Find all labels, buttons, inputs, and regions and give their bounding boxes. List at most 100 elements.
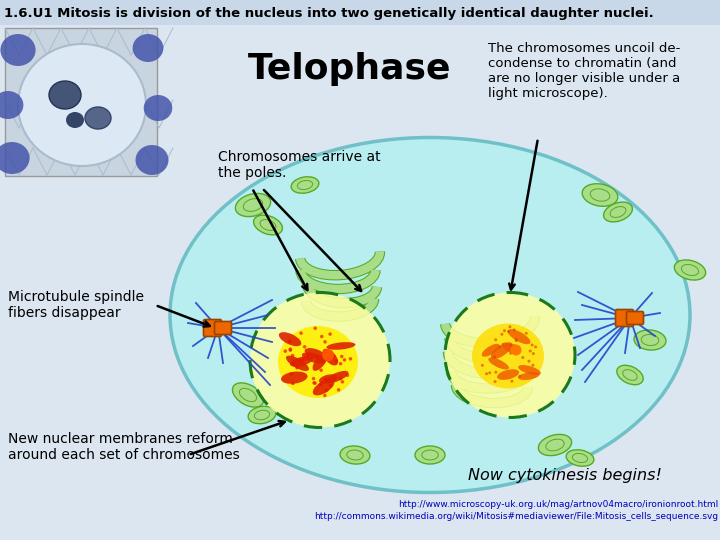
Ellipse shape [515,339,518,342]
Ellipse shape [302,353,325,363]
Ellipse shape [528,349,531,353]
Ellipse shape [348,357,352,361]
Ellipse shape [339,377,342,380]
Ellipse shape [295,366,299,369]
Ellipse shape [531,364,534,367]
Ellipse shape [532,352,535,355]
Ellipse shape [305,348,326,360]
Ellipse shape [494,380,497,383]
Ellipse shape [510,380,513,383]
Ellipse shape [325,389,328,392]
FancyBboxPatch shape [626,312,644,325]
Ellipse shape [482,344,500,357]
Ellipse shape [323,340,327,343]
Ellipse shape [319,383,323,386]
Ellipse shape [515,338,518,341]
Ellipse shape [518,365,541,375]
Ellipse shape [508,325,511,328]
Ellipse shape [290,356,313,367]
Ellipse shape [445,293,575,417]
Ellipse shape [302,357,305,361]
Ellipse shape [582,184,618,206]
Ellipse shape [346,374,349,377]
Ellipse shape [292,362,295,366]
Ellipse shape [49,81,81,109]
Ellipse shape [320,368,323,372]
Ellipse shape [250,293,390,428]
Ellipse shape [312,353,328,371]
Text: New nuclear membranes reform
around each set of chromosomes: New nuclear membranes reform around each… [8,432,240,462]
Ellipse shape [335,359,338,363]
Ellipse shape [634,330,666,350]
Ellipse shape [340,355,343,358]
FancyBboxPatch shape [215,321,232,334]
Ellipse shape [66,112,84,128]
Ellipse shape [539,434,572,456]
Ellipse shape [340,446,370,464]
Ellipse shape [291,354,294,357]
Ellipse shape [500,333,503,336]
Ellipse shape [495,371,498,374]
Ellipse shape [303,345,307,349]
Ellipse shape [313,327,317,330]
Text: Now cytokinesis begins!: Now cytokinesis begins! [468,468,662,483]
FancyBboxPatch shape [616,309,634,327]
Ellipse shape [503,329,506,332]
Ellipse shape [1,34,35,66]
Ellipse shape [331,355,335,358]
FancyBboxPatch shape [204,320,222,336]
Ellipse shape [485,372,488,375]
Ellipse shape [566,450,594,466]
Ellipse shape [323,349,338,366]
Ellipse shape [510,345,521,355]
Ellipse shape [312,379,335,395]
Ellipse shape [18,44,146,166]
Ellipse shape [322,349,334,361]
Ellipse shape [494,338,498,341]
Ellipse shape [488,372,491,374]
Ellipse shape [531,343,534,347]
Ellipse shape [132,34,163,62]
Ellipse shape [289,347,292,351]
Ellipse shape [507,330,510,333]
Ellipse shape [0,142,30,174]
Text: 1.6.U1 Mitosis is division of the nucleus into two genetically identical daughte: 1.6.U1 Mitosis is division of the nucleu… [4,6,654,19]
Ellipse shape [0,91,23,119]
Ellipse shape [288,340,292,343]
Ellipse shape [323,394,327,397]
Ellipse shape [289,348,292,352]
Ellipse shape [279,332,301,346]
Ellipse shape [135,145,168,175]
Ellipse shape [502,342,518,353]
Ellipse shape [339,362,342,366]
Ellipse shape [326,342,356,350]
Text: Telophase: Telophase [248,52,451,86]
Ellipse shape [286,356,309,371]
Ellipse shape [284,349,287,353]
Ellipse shape [144,95,172,121]
Ellipse shape [312,381,316,384]
Ellipse shape [534,346,537,348]
Ellipse shape [253,215,282,235]
Ellipse shape [481,364,484,367]
Ellipse shape [528,360,531,363]
Ellipse shape [617,365,643,384]
Ellipse shape [291,382,294,385]
Ellipse shape [281,372,307,384]
Ellipse shape [337,388,341,392]
Ellipse shape [324,377,328,381]
Ellipse shape [300,359,303,362]
Ellipse shape [306,354,309,357]
Ellipse shape [235,193,271,217]
Ellipse shape [493,355,496,359]
Ellipse shape [343,358,346,362]
Ellipse shape [233,383,264,407]
Text: http://www.microscopy-uk.org.uk/mag/artnov04macro/ironionroot.html: http://www.microscopy-uk.org.uk/mag/artn… [397,500,718,509]
Ellipse shape [170,138,690,492]
Ellipse shape [508,329,531,344]
Ellipse shape [320,335,323,338]
Ellipse shape [509,352,512,355]
Ellipse shape [85,107,111,129]
Ellipse shape [513,328,516,332]
Text: Microtubule spindle
fibers disappear: Microtubule spindle fibers disappear [8,290,144,320]
